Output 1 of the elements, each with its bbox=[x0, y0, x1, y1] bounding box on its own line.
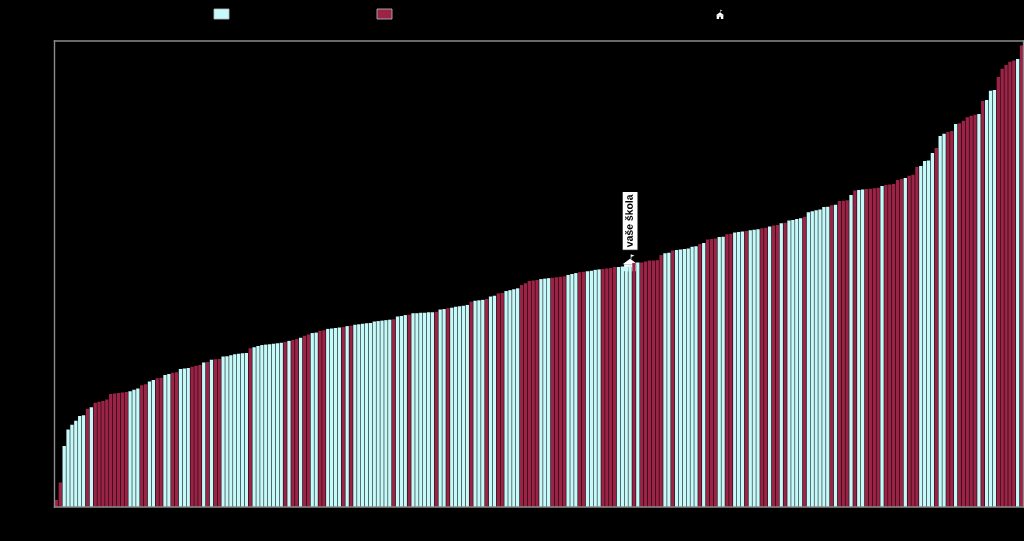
x-tick-label: vaše škola bbox=[625, 194, 633, 248]
